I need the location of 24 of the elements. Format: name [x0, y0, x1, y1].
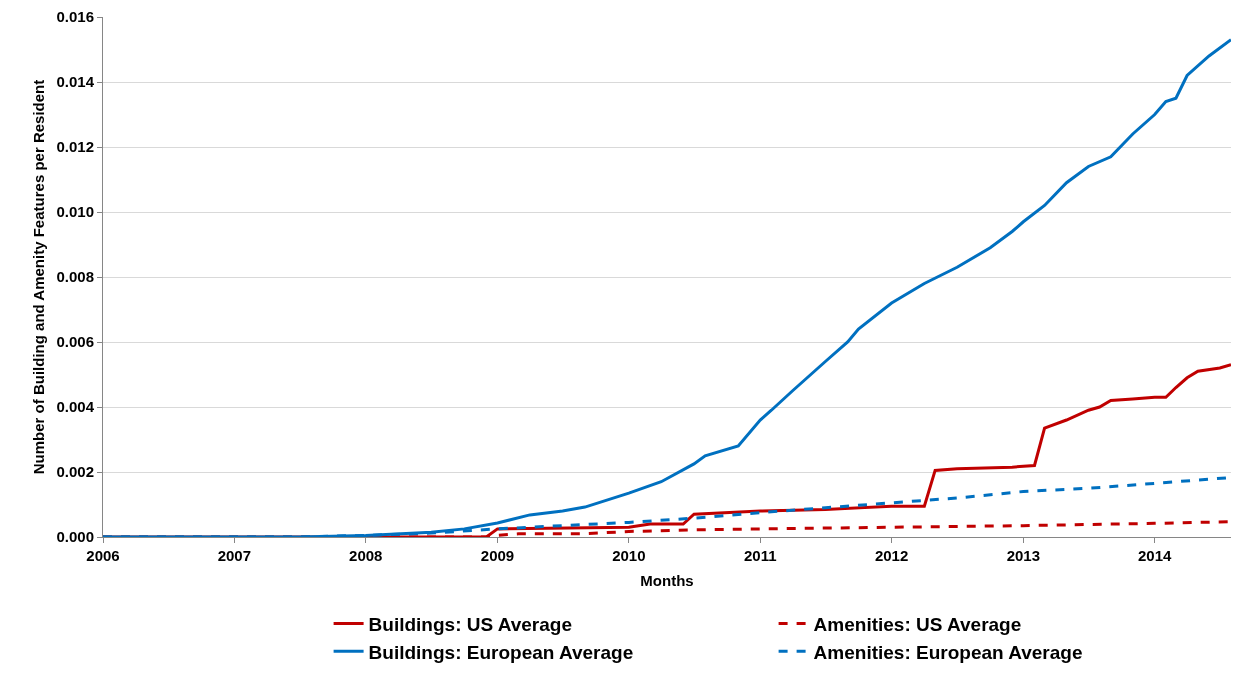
y-axis-title: Number of Building and Amenity Features per Resident	[29, 79, 47, 475]
y-tick-label: 0.002	[56, 463, 94, 481]
y-tick-label: 0.014	[56, 73, 95, 91]
legend-label: Buildings: US Average	[368, 613, 573, 635]
x-tick-label: 2013	[1006, 547, 1041, 564]
x-tick-label: 2010	[612, 547, 646, 564]
legend-label: Amenities: US Average	[813, 613, 1022, 635]
x-tick-label: 2007	[217, 547, 252, 564]
x-tick-label: 2006	[86, 547, 120, 564]
y-tick-label: 0.008	[56, 268, 94, 286]
x-axis-title: Months	[640, 572, 694, 589]
x-tick-label: 2011	[743, 547, 777, 564]
y-tick-label: 0.006	[56, 333, 94, 351]
y-tick-label: 0.010	[56, 203, 94, 221]
y-tick-label: 0.012	[56, 138, 94, 156]
legend-label: Amenities: European Average	[813, 641, 1083, 663]
x-tick-label: 2009	[480, 547, 515, 564]
y-tick-label: 0.004	[56, 398, 95, 416]
y-tick-label: 0.016	[56, 8, 94, 26]
y-tick-label: 0.000	[56, 528, 94, 546]
x-tick-label: 2014	[1138, 547, 1173, 564]
x-tick-label: 2008	[349, 547, 383, 564]
legend-label: Buildings: European Average	[368, 641, 634, 663]
x-tick-label: 2012	[874, 547, 909, 564]
